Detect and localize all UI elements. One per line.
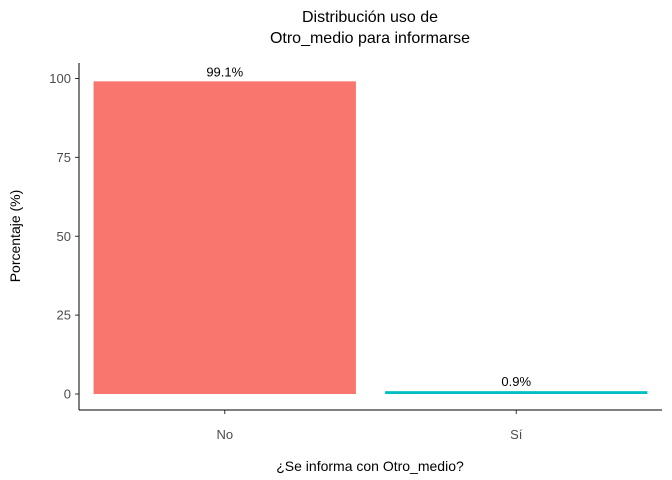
x-tick-label: Sí [510,427,523,442]
bar-si [385,391,648,394]
y-axis-title: Porcentaje (%) [7,190,23,283]
chart-title-line-1: Distribución uso de [302,9,438,26]
data-label: 0.9% [501,374,531,389]
x-tick-label: No [216,427,233,442]
bar-no [93,81,356,394]
x-axis-title: ¿Se informa con Otro_medio? [276,458,464,474]
y-tick-label: 50 [57,229,71,244]
y-tick-label: 0 [64,387,71,402]
plot-area: 0 25 50 75 100 99.1% No 0.9% Sí [49,64,648,442]
y-tick-label: 100 [49,71,71,86]
y-tick-label: 25 [57,308,71,323]
data-label: 99.1% [206,64,243,79]
y-tick-label: 75 [57,150,71,165]
chart-title-line-2: Otro_medio para informarse [270,30,470,47]
